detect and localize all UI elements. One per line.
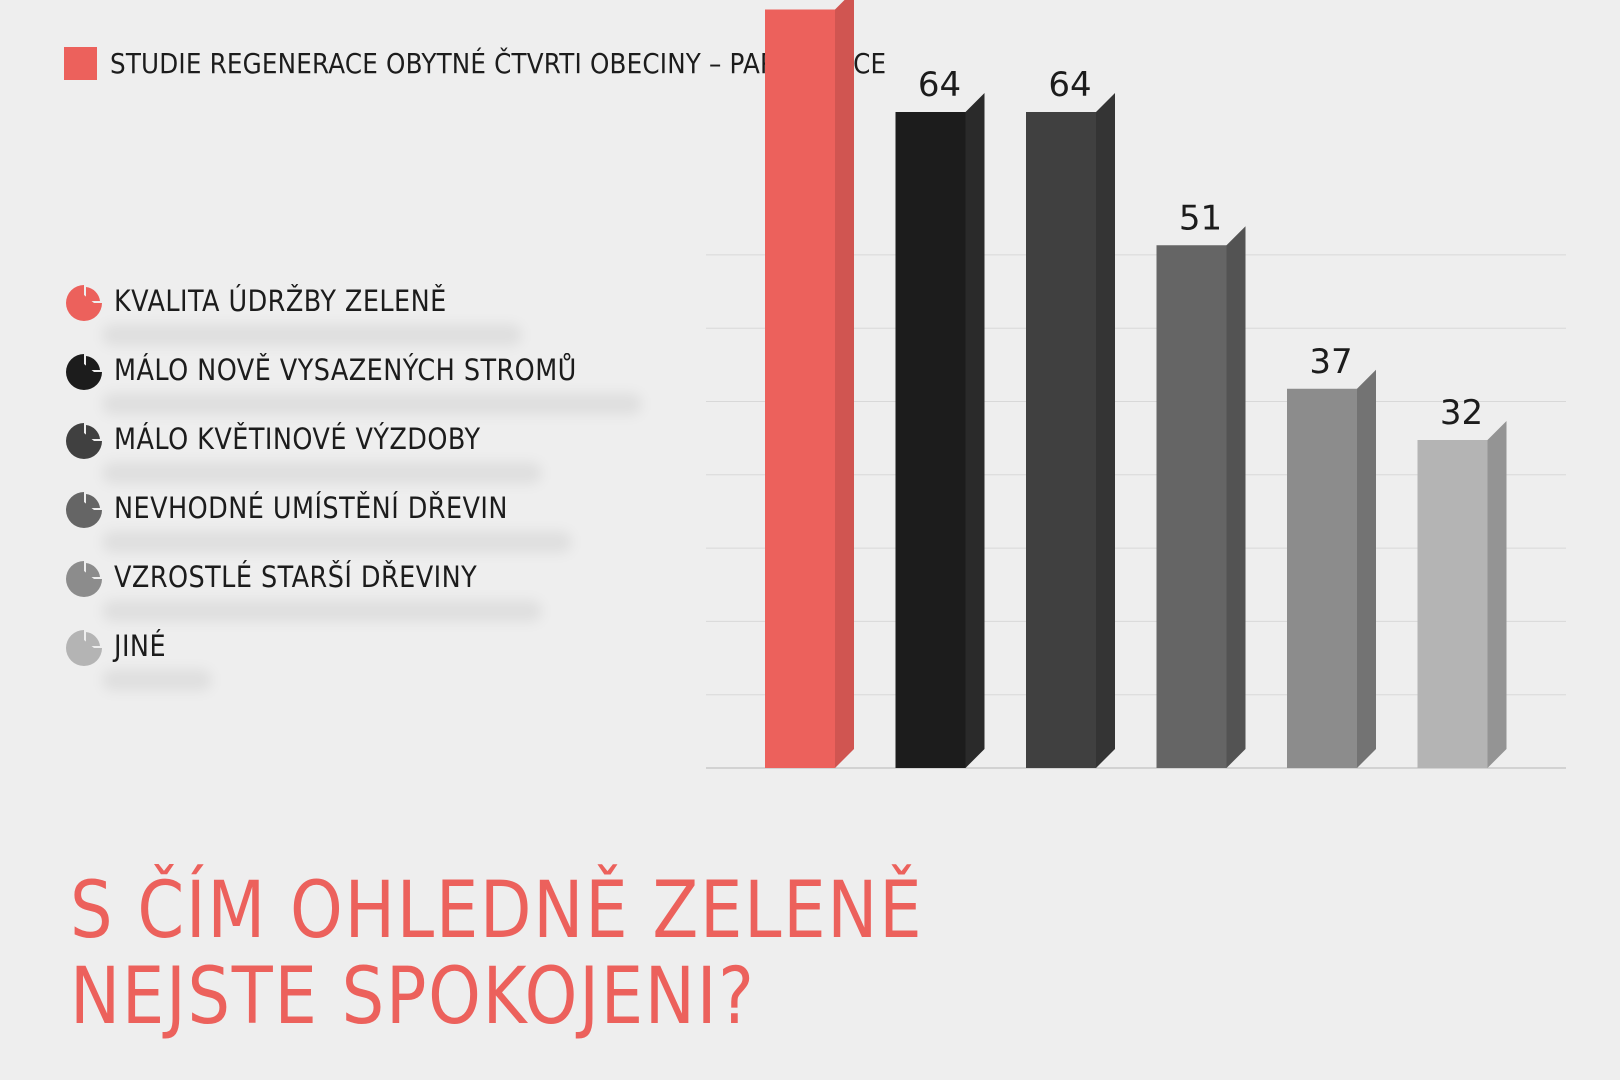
bar-side-face — [1096, 93, 1115, 768]
bar — [1417, 421, 1507, 768]
bar — [1287, 369, 1376, 768]
header-title: STUDIE REGENERACE OBYTNÉ ČTVRTI OBECINY … — [110, 46, 887, 80]
bar-front-face — [1156, 245, 1227, 768]
pie-icon — [66, 423, 102, 459]
bar-front-face — [765, 9, 835, 768]
bars — [765, 0, 1507, 768]
bar-value-label: 64 — [1048, 65, 1091, 105]
legend-blur-decoration — [102, 324, 522, 346]
legend-label: MÁLO NOVĚ VYSAZENÝCH STROMŮ — [114, 353, 577, 387]
legend-label: VZROSTLÉ STARŠÍ DŘEVINY — [114, 560, 478, 594]
pie-icon — [66, 285, 102, 321]
bar — [1026, 93, 1115, 768]
bar-value-label: 37 — [1309, 342, 1352, 382]
bar-side-face — [1357, 369, 1376, 768]
survey-question-line-1: S ČÍM OHLEDNĚ ZELENĚ — [70, 866, 924, 956]
legend-blur-decoration — [102, 462, 542, 484]
legend-blur-decoration — [102, 669, 212, 691]
legend-label: MÁLO KVĚTINOVÉ VÝZDOBY — [114, 422, 481, 456]
bar-front-face — [1287, 388, 1357, 768]
bar — [895, 93, 985, 768]
bar — [765, 0, 854, 768]
bar-front-face — [1417, 440, 1488, 768]
bar-value-label: 51 — [1179, 198, 1222, 238]
pie-icon — [66, 492, 102, 528]
legend-label: KVALITA ÚDRŽBY ZELENĚ — [114, 284, 447, 318]
data-labels: 74 64 64 51 37 32 — [787, 0, 1483, 433]
survey-question-line-2: NEJSTE SPOKOJENI? — [70, 952, 756, 1042]
bar-value-label: 74 — [787, 0, 830, 3]
header-accent-square — [64, 46, 97, 80]
bar-value-label: 32 — [1440, 393, 1483, 433]
bar-side-face — [1226, 226, 1246, 768]
bar-value-label: 64 — [918, 65, 961, 105]
bar-side-face — [1487, 421, 1507, 768]
chart-header: STUDIE REGENERACE OBYTNÉ ČTVRTI OBECINY … — [64, 46, 992, 80]
legend-blur-decoration — [102, 531, 572, 553]
bar-side-face — [835, 0, 854, 768]
legend-blur-decoration — [102, 393, 642, 415]
bar — [1156, 226, 1246, 768]
bar-side-face — [965, 93, 985, 768]
legend-blur-decoration — [102, 600, 542, 622]
legend-label: JINÉ — [114, 629, 167, 663]
pie-icon — [66, 630, 102, 666]
pie-icon — [66, 561, 102, 597]
bar-front-face — [895, 112, 966, 768]
pie-icon — [66, 354, 102, 390]
bar-front-face — [1026, 112, 1096, 768]
legend-label: NEVHODNÉ UMÍSTĚNÍ DŘEVIN — [114, 491, 508, 525]
survey-question: S ČÍM OHLEDNĚ ZELENĚ NEJSTE SPOKOJENI? — [70, 868, 923, 1040]
